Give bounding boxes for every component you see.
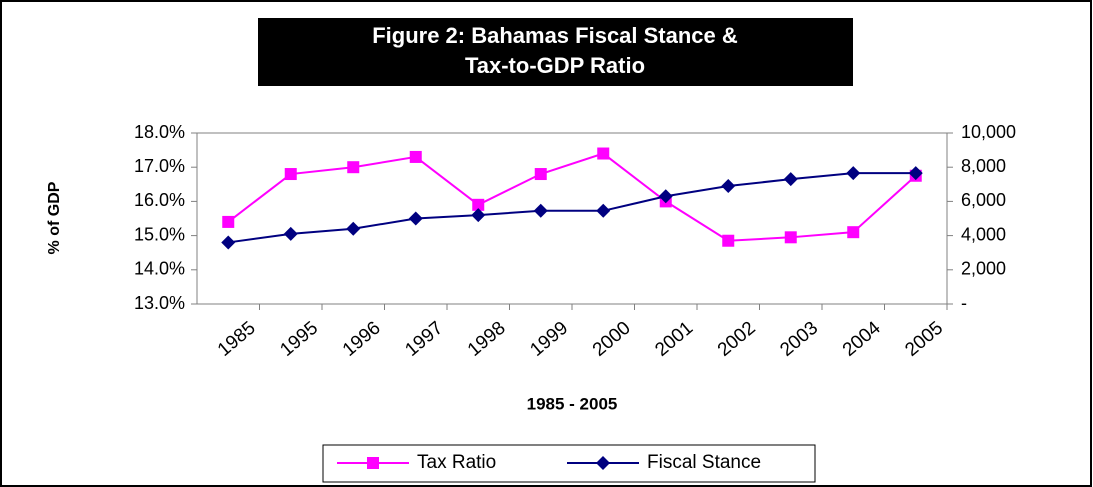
marker	[283, 226, 298, 241]
y2-tick-label: 8,000	[961, 156, 1006, 176]
title-box	[258, 18, 853, 86]
chart-title: Tax-to-GDP Ratio	[465, 53, 645, 78]
marker	[658, 189, 673, 204]
marker	[221, 235, 236, 250]
y-tick-label: 14.0%	[134, 259, 185, 279]
marker	[721, 179, 736, 194]
marker	[908, 166, 923, 181]
y-tick-label: 16.0%	[134, 190, 185, 210]
marker	[847, 226, 860, 239]
marker	[534, 168, 547, 181]
y-tick-label: 13.0%	[134, 293, 185, 313]
marker	[722, 234, 735, 247]
y2-tick-label: 2,000	[961, 259, 1006, 279]
legend-label: Fiscal Stance	[647, 452, 761, 473]
marker	[408, 211, 423, 226]
y2-tick-label: -	[961, 293, 967, 313]
marker	[472, 198, 485, 211]
marker	[471, 208, 486, 223]
legend-label: Tax Ratio	[417, 452, 496, 473]
marker	[783, 172, 798, 187]
y2-tick-label: 4,000	[961, 224, 1006, 244]
y-axis-label: % of GDP	[46, 181, 63, 254]
y-tick-label: 18.0%	[134, 122, 185, 142]
marker	[533, 203, 548, 218]
y-tick-label: 17.0%	[134, 156, 185, 176]
marker	[846, 166, 861, 181]
x-axis-label: 1985 - 2005	[527, 394, 618, 413]
chart-title: Figure 2: Bahamas Fiscal Stance &	[372, 23, 738, 48]
y-tick-label: 15.0%	[134, 224, 185, 244]
marker	[347, 161, 360, 174]
marker	[409, 150, 422, 163]
series-line	[227, 152, 917, 242]
marker	[597, 147, 610, 160]
marker	[784, 231, 797, 244]
series-line	[228, 172, 916, 244]
marker	[346, 221, 361, 236]
y2-tick-label: 6,000	[961, 190, 1006, 210]
marker	[596, 456, 610, 470]
marker	[367, 457, 379, 469]
marker	[284, 168, 297, 181]
y2-tick-label: 10,000	[961, 122, 1016, 142]
marker	[596, 203, 611, 218]
marker	[222, 215, 235, 228]
